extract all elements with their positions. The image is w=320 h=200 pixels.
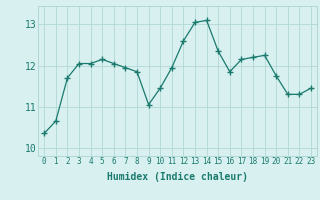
X-axis label: Humidex (Indice chaleur): Humidex (Indice chaleur) (107, 172, 248, 182)
